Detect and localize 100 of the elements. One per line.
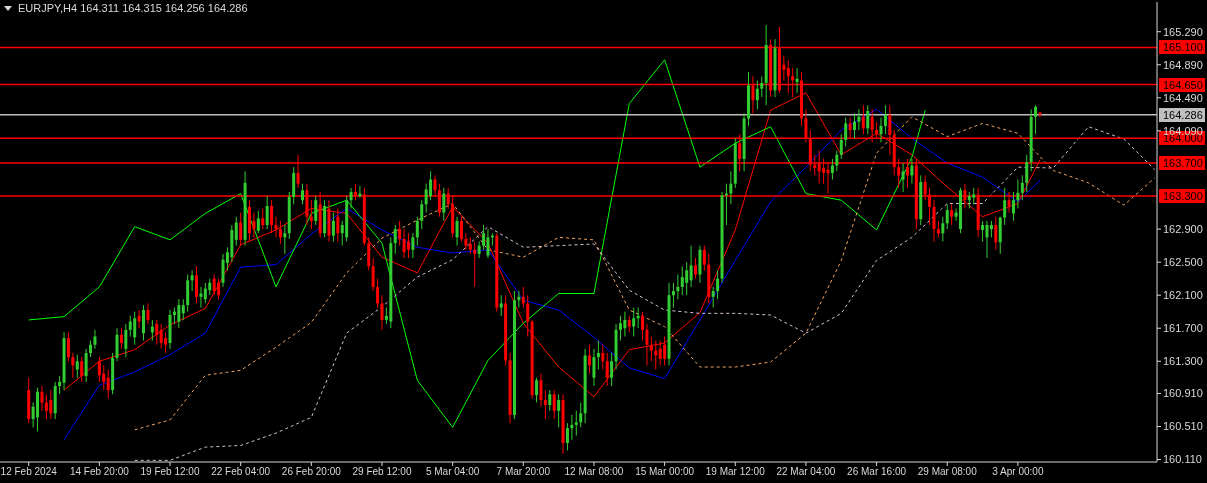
candlestick [477,241,481,259]
candlestick [623,311,627,337]
candlestick [879,117,883,143]
chart-title: EURJPY,H4 164.311 164.315 164.256 164.286 [18,2,248,14]
candlestick [565,422,569,451]
candlestick [66,331,70,362]
candlestick [830,158,834,181]
candlestick [689,245,693,288]
candlestick [49,389,53,420]
candlestick [459,216,463,242]
candlestick [420,199,424,230]
candlestick [274,216,278,238]
candlestick [424,183,428,214]
candlestick [526,294,530,337]
candlestick [309,199,313,230]
y-tick-label: 162.500 [1163,256,1203,269]
candlestick [601,344,605,370]
candlestick [177,298,181,329]
candlestick [641,311,645,342]
candlestick [199,286,203,309]
candlestick [1038,111,1042,118]
y-tick-label: 161.300 [1163,355,1203,368]
candlestick [415,216,419,247]
candlestick [212,274,216,296]
candlestick [1003,187,1007,226]
candlestick [499,294,503,317]
candlestick [676,274,680,300]
candlestick [950,203,954,226]
candlestick [349,187,353,209]
candlestick [711,286,715,309]
y-tick-label: 161.700 [1163,322,1203,335]
candlestick [1034,104,1038,135]
candlestick [80,356,84,383]
candlestick [283,224,287,255]
candlestick [755,79,759,110]
candlestick [115,327,119,362]
ref-line-label: 165.100 [1159,40,1205,55]
candlestick [411,232,415,259]
candlestick [663,335,667,366]
candlestick [58,375,62,395]
candlestick [75,354,79,379]
x-tick-label: 29 Mar 08:00 [917,466,978,478]
candlestick [853,112,856,139]
candlestick [702,245,706,271]
candlestick [548,389,552,412]
candlestick [93,329,97,350]
candlestick [671,282,675,309]
candlestick [632,307,636,337]
x-tick-label: 19 Feb 12:00 [140,466,200,478]
y-tick-label: 164.490 [1163,91,1203,104]
candlestick [181,298,185,321]
candlestick [380,294,384,331]
y-tick-label: 162.100 [1163,289,1203,302]
candlestick [393,224,397,255]
candlestick [142,304,146,342]
candlestick [336,207,340,242]
candlestick [539,373,543,408]
candlestick [119,327,123,350]
x-tick-label: 26 Mar 16:00 [847,466,907,478]
candlestick [981,220,985,242]
candlestick [155,319,159,346]
candlestick [729,170,733,205]
candlestick [945,203,949,230]
candlestick [124,323,128,358]
x-tick-label: 14 Feb 20:00 [69,466,130,478]
candlestick [256,210,260,234]
candlestick [574,410,578,437]
y-tick-label: 160.510 [1163,420,1203,433]
candlestick [835,150,839,172]
candlestick [844,117,848,148]
candlestick [1011,191,1015,222]
candlestick [649,335,653,362]
candlestick [610,352,614,387]
candlestick [592,348,596,387]
candlestick [261,207,265,230]
y-tick-label: 160.110 [1163,453,1202,466]
candlestick [278,220,282,245]
candlestick [618,315,622,342]
candlestick [239,212,243,247]
candlestick [760,75,764,98]
line-series [63,108,1041,441]
candlestick [1020,174,1024,201]
candlestick [857,108,861,131]
candlestick [164,331,168,354]
candlestick [367,236,371,271]
candlestick [442,187,446,222]
candlestick [658,340,662,366]
candlestick [680,265,684,296]
x-tick-label: 19 Mar 12:00 [705,466,766,478]
candlestick [71,352,75,379]
x-tick-label: 5 Mar 04:00 [425,466,480,478]
candlestick [402,228,406,259]
candlestick [371,257,375,292]
candlestick [203,282,207,304]
y-tick-label: 165.290 [1163,25,1203,38]
x-tick-label: 12 Feb 2024 [0,466,58,478]
candlestick [137,309,141,329]
candlestick [301,183,304,205]
candlestick [543,389,547,420]
ref-line-label: 163.300 [1159,189,1205,204]
